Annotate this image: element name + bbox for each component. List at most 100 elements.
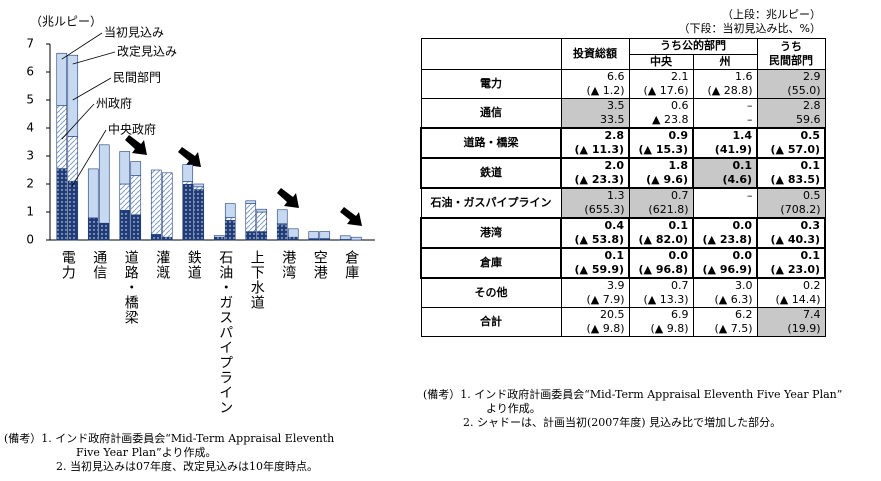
leader-line: [72, 51, 116, 65]
table-cell: –: [692, 98, 758, 113]
leader-line: [61, 103, 95, 140]
table-cell: 1.3: [560, 187, 630, 203]
bar-segment: [256, 231, 268, 241]
table-cell: 0.2: [756, 277, 826, 293]
bar-segment: [161, 236, 173, 241]
y-tick-label: 3: [26, 149, 34, 163]
table-cell: 0.1: [692, 157, 758, 173]
table-cell: 6.6: [560, 69, 630, 84]
y-tick-label: 5: [26, 93, 34, 107]
unit-label: （上段：兆ルピー）: [722, 8, 821, 21]
bar-segment: [276, 224, 288, 241]
bar-segment: [87, 168, 99, 219]
table-cell: 33.5: [560, 113, 630, 129]
bar-segment: [224, 203, 236, 218]
legend-label: 州政府: [96, 96, 132, 111]
leader-line: [71, 129, 107, 188]
chart: （兆ルピー） 0 1 2 3 4 5 6 7 電力 通信 道路・橋梁 灌漑 鉄道 石油・ガスパイプライン上…: [26, 15, 375, 415]
bar-segment: [182, 181, 194, 185]
bar-segment: [98, 222, 110, 241]
table-cell: 0.5: [756, 127, 826, 143]
note: (備考）1. インド政府計画委員会“Mid-Term Appraisal Ele…: [423, 388, 843, 401]
bar-segment: [119, 151, 131, 185]
table-cell: 2.1: [628, 69, 694, 84]
bar-segment: [193, 183, 205, 188]
table-cell: 3.5: [560, 98, 630, 113]
table-cell: 0.1: [560, 247, 630, 263]
table-cell: –: [692, 113, 758, 129]
table-cell: 2.8: [560, 127, 630, 143]
table-cell: (55.0): [756, 84, 826, 99]
header-line: 民間部門: [769, 54, 813, 67]
bar-segment: [319, 231, 331, 239]
table-cell: 0.4: [560, 217, 630, 233]
bar-segment: [224, 220, 236, 241]
table-cell: (▲ 6.3): [692, 293, 758, 308]
bar-segment: [287, 236, 299, 241]
y-tick-label: 1: [26, 205, 34, 219]
table-cell: 州: [692, 53, 758, 70]
table-cell: (19.9): [756, 322, 826, 337]
legend-label: 中央政府: [108, 122, 156, 137]
x-tick-label: 石油・ガスパイプライン: [217, 250, 233, 415]
legend-label: 民間部門: [113, 70, 161, 85]
legend-label: 改定見込み: [117, 44, 177, 59]
table-cell: うち公的部門: [628, 38, 758, 55]
legend-label: 当初見込み: [104, 26, 164, 40]
table-cell: 倉庫: [420, 247, 562, 279]
table-cell: (▲ 9.8): [560, 322, 630, 337]
data-table: 投資総額 うち公的部門 うち 民間部門 中央州電力 6.6 2.1 1.6 2.9 (▲ 1.2)…: [420, 38, 826, 337]
bar-segment: [308, 231, 320, 239]
table-cell: ▲ 23.8: [628, 113, 694, 129]
table-cell: 0.7: [628, 187, 694, 203]
x-tick-label: 港湾: [280, 250, 296, 280]
table-cell: 0.1: [628, 217, 694, 233]
table-cell: 7.4: [756, 307, 826, 322]
table-cell: (▲ 9.8): [628, 322, 694, 337]
note: 2. 当初見込みは07年度、改定見込みは10年度時点。: [56, 460, 318, 473]
table-cell: (621.8): [628, 203, 694, 219]
bar-segment: [256, 211, 268, 232]
table-cell: (41.9): [692, 143, 758, 159]
table-cell: (▲ 17.6): [628, 84, 694, 99]
note: より作成。: [486, 402, 541, 415]
y-tick-label: 0: [26, 233, 34, 247]
y-unit: （兆ルピー）: [30, 15, 102, 29]
table-cell: (708.2): [756, 203, 826, 219]
table-cell: 中央: [628, 53, 694, 70]
x-tick-label: 上下水道: [249, 250, 265, 310]
note: (備考）1. インド政府計画委員会“Mid-Term Appraisal Ele…: [4, 432, 335, 445]
bar-segment: [245, 231, 257, 241]
table-cell: 0.1: [756, 157, 826, 173]
table-cell: [420, 38, 562, 70]
bar-segment: [287, 228, 299, 238]
table-cell: (▲ 23.0): [756, 263, 826, 279]
table-cell: (▲ 23.3): [560, 173, 630, 189]
bar-segment: [213, 236, 225, 241]
table-cell: (4.6): [692, 173, 758, 189]
table-cell: 1.8: [628, 157, 694, 173]
table-cell: 石油・ガスパイプライン: [420, 187, 562, 219]
x-tick-label: 電力: [60, 250, 76, 280]
table-cell: 0.7: [628, 277, 694, 293]
x-tick-label: 通信: [91, 250, 107, 280]
table-cell: 2.0: [560, 157, 630, 173]
arrows: [125, 135, 362, 226]
table-cell: 0.3: [756, 217, 826, 233]
x-tick-label: 灌漑: [154, 250, 170, 280]
bar-segment: [119, 183, 131, 211]
table-cell: (▲ 83.5): [756, 173, 826, 189]
table-cell: (▲ 9.6): [628, 173, 694, 189]
table-cell: (▲ 14.4): [756, 293, 826, 308]
table-cell: (▲ 96.9): [692, 263, 758, 279]
bar-segment: [130, 175, 142, 216]
bar-segment: [339, 235, 351, 240]
table-cell: (▲ 11.3): [560, 143, 630, 159]
table-cell: 20.5: [560, 307, 630, 322]
table-cell: 通信: [420, 98, 562, 129]
table-cell: 6.9: [628, 307, 694, 322]
x-tick-label: 空港: [312, 250, 328, 280]
bar-segment: [245, 200, 257, 204]
bar-segment: [150, 169, 162, 235]
